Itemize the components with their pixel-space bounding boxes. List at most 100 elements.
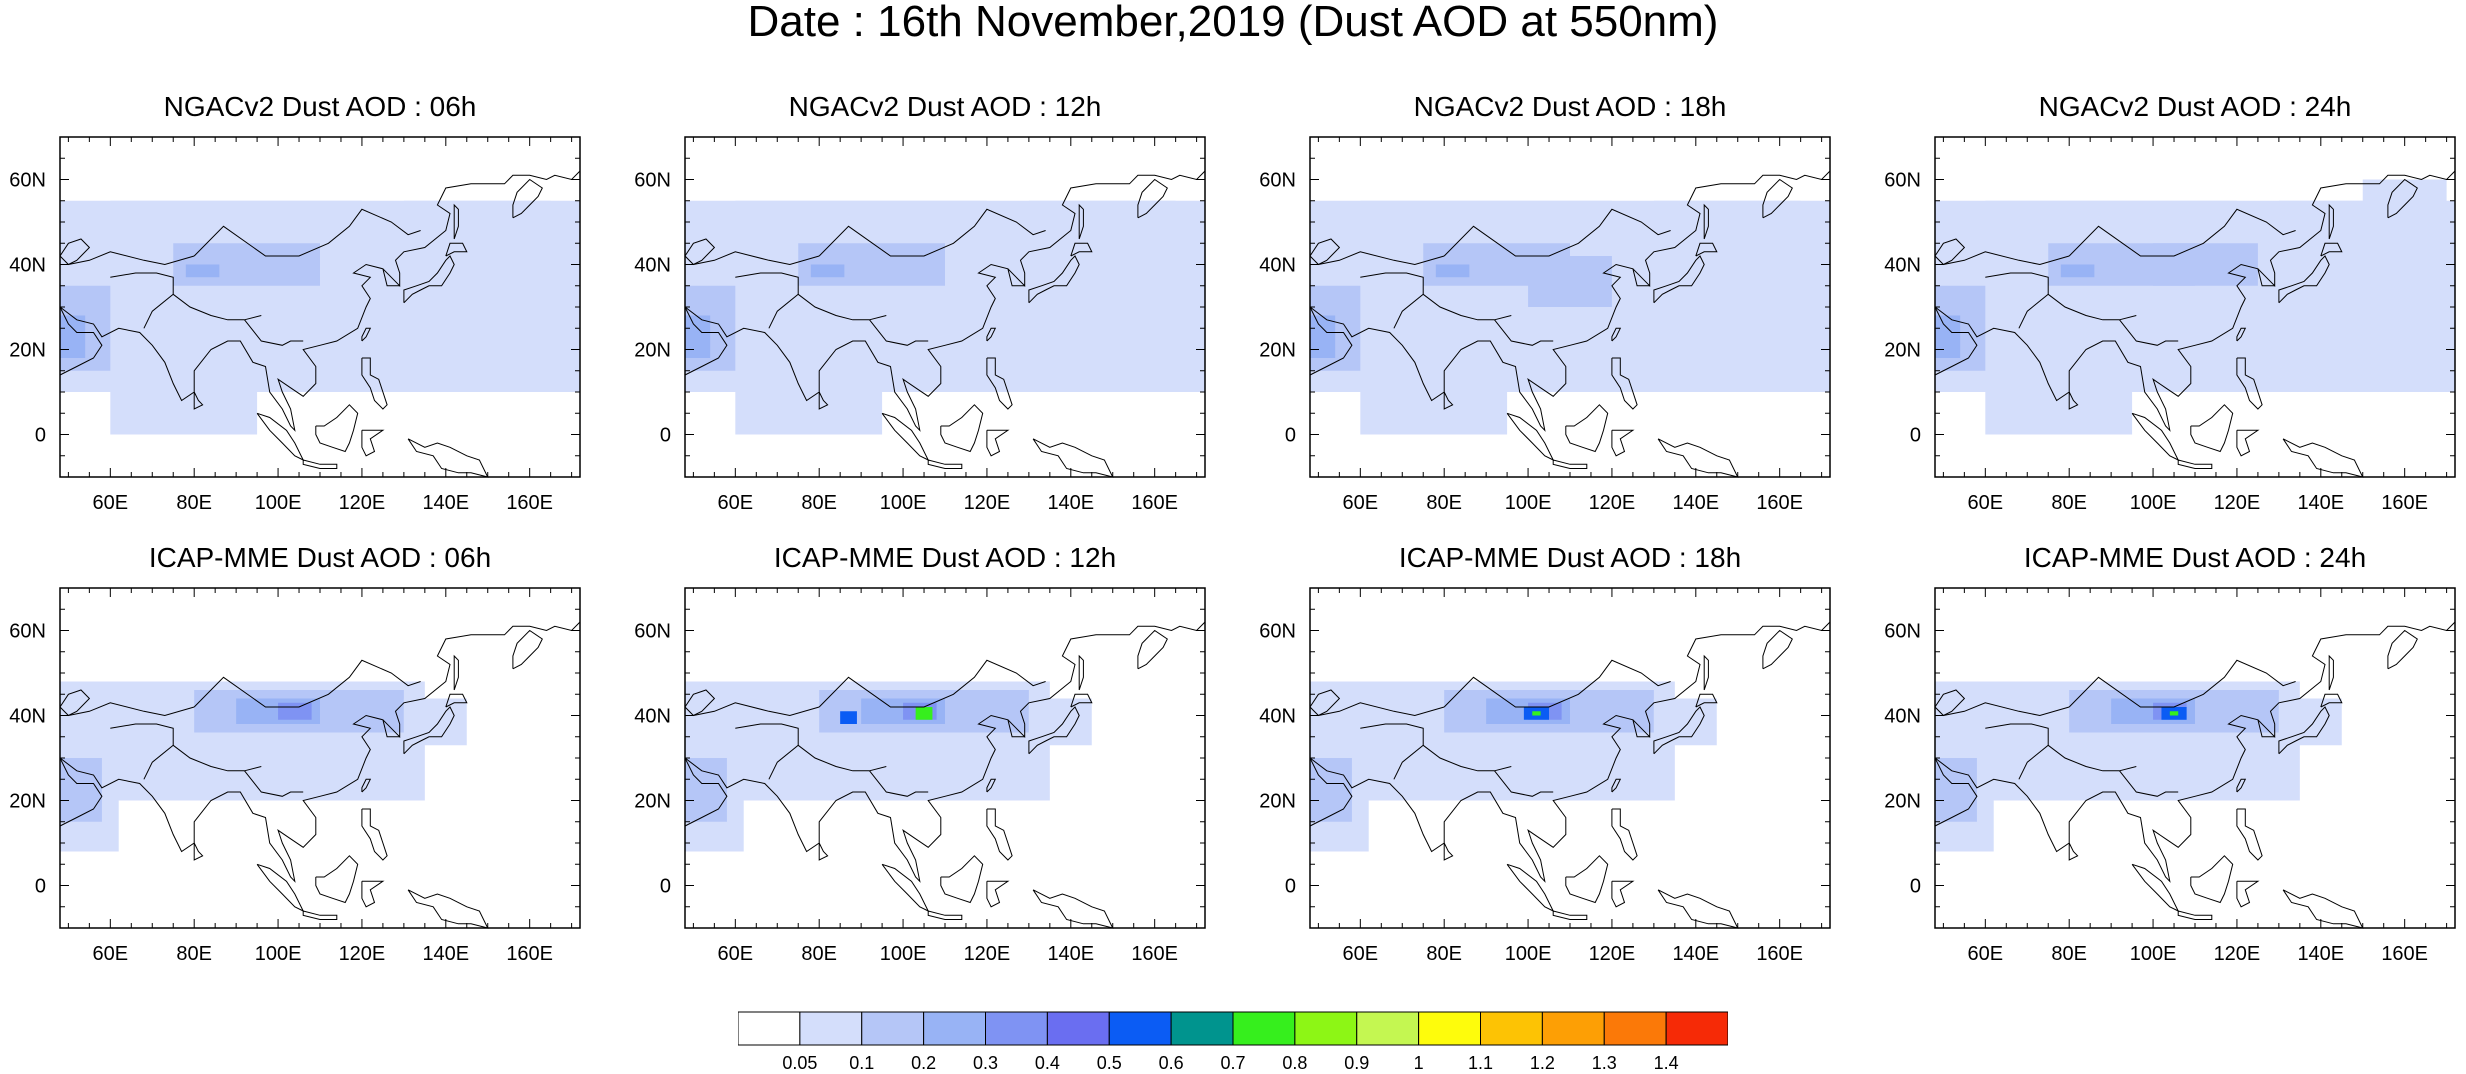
coastline (693, 702, 820, 717)
colorbar-swatch (1665, 1011, 1729, 1046)
panel-title: ICAP-MME Dust AOD : 18h (1398, 542, 1742, 573)
dust-cell (1653, 200, 1801, 307)
lat-tick-label: 40N (1884, 255, 1921, 277)
colorbar-label: 1.4 (1653, 1053, 1679, 1073)
coastline (797, 293, 887, 321)
coastline (1611, 357, 1638, 410)
coastline (1934, 757, 1978, 827)
coastline (1309, 306, 1353, 376)
lon-tick-label: 100E (880, 492, 927, 514)
lat-tick-label: 20N (1259, 791, 1296, 813)
coastline (986, 327, 997, 342)
coastline (2177, 910, 2213, 920)
lat-tick-label: 40N (1259, 255, 1296, 277)
coastline (2068, 208, 2296, 257)
lon-tick-label: 60E (1343, 492, 1379, 514)
coastlines (59, 621, 581, 929)
coastline (59, 170, 581, 432)
coastline (818, 659, 1046, 708)
dust-aod-map: 60E 80E 100E 120E 140E 160E 60N 40N 20N 0 (634, 587, 1206, 965)
coastline (927, 459, 963, 469)
lat-tick-label: 0 (1910, 876, 1921, 898)
dust-field (1935, 681, 2342, 852)
coastline (1078, 654, 1084, 691)
lat-tick-label: 20N (1259, 340, 1296, 362)
colorbar-swatch (923, 1011, 986, 1046)
lon-tick-label: 80E (801, 943, 837, 965)
colorbar-swatch (737, 1011, 801, 1046)
coastline (684, 757, 728, 827)
coastline (361, 778, 372, 793)
map-panel: 60E 80E 100E 120E 140E 160E 60N 40N 20N 0 (1884, 587, 2456, 965)
lat-tick-label: 60N (1884, 170, 1921, 192)
coastline (2190, 404, 2234, 453)
coastline (986, 357, 1013, 410)
coastline (1309, 621, 1831, 883)
lat-tick-label: 60N (634, 621, 671, 643)
lat-tick-label: 0 (35, 876, 46, 898)
dust-field (60, 681, 467, 852)
lon-tick-label: 80E (2051, 492, 2087, 514)
map-panel: 60E 80E 100E 120E 140E 160E 60N 40N 20N 0 (634, 136, 1206, 514)
lat-tick-label: 40N (9, 255, 46, 277)
coastline (1506, 863, 1555, 913)
coastline (2190, 855, 2234, 904)
colorbar-swatch (1294, 1011, 1358, 1046)
coastline (986, 778, 997, 793)
coastline (735, 723, 799, 780)
coastline (2236, 808, 2263, 861)
dust-aod-map: 60E 80E 100E 120E 140E 160E 60N 40N 20N 0 (634, 136, 1206, 514)
coastline (361, 808, 388, 861)
coastline (1007, 719, 1025, 738)
coastline (2257, 719, 2275, 738)
coastline (361, 880, 385, 908)
coastline (1552, 459, 1588, 469)
coastline (1506, 412, 1555, 462)
colorbar-swatch (1418, 1011, 1481, 1046)
coastline (512, 629, 543, 670)
panel-title: NGACv2 Dust AOD : 06h (163, 91, 477, 122)
map-panel: 60E 80E 100E 120E 140E 160E 60N 40N 20N 0 (1259, 587, 1831, 965)
coastline (59, 757, 103, 827)
colorbar-label: 0.8 (1282, 1053, 1308, 1073)
dust-field (1935, 179, 2455, 435)
lat-tick-label: 40N (634, 706, 671, 728)
lon-tick-label: 80E (176, 943, 212, 965)
coastline (1318, 702, 1445, 717)
lon-tick-label: 140E (422, 492, 469, 514)
dust-cell (685, 315, 711, 358)
colorbar-swatch (1480, 1011, 1543, 1046)
colorbar-label: 1 (1413, 1053, 1424, 1073)
lon-tick-label: 100E (2130, 943, 2177, 965)
lat-tick-label: 20N (1884, 340, 1921, 362)
coastline (1703, 203, 1709, 240)
coastline (2131, 863, 2180, 913)
lat-tick-label: 20N (9, 791, 46, 813)
lon-tick-label: 120E (2214, 943, 2261, 965)
panel-title: ICAP-MME Dust AOD : 24h (2023, 542, 2367, 573)
lat-tick-label: 20N (634, 340, 671, 362)
coastline (2119, 319, 2179, 346)
coastline (361, 327, 372, 342)
colorbar-swatch (1046, 1011, 1110, 1046)
coastline (1032, 889, 1114, 929)
dust-field (685, 681, 1092, 852)
coastline (693, 251, 820, 266)
dust-aod-map: 60E 80E 100E 120E 140E 160E 60N 40N 20N 0 (9, 587, 581, 965)
dust-cell (735, 307, 883, 435)
coastline (2328, 654, 2334, 691)
colorbar-label: 0.4 (1034, 1053, 1060, 1073)
coastline (1934, 306, 1978, 376)
coastline (1611, 327, 1622, 342)
lon-tick-label: 160E (1756, 943, 1803, 965)
lat-tick-label: 60N (634, 170, 671, 192)
coastline (2131, 412, 2180, 462)
dust-cell (110, 307, 258, 435)
map-panel: 60E 80E 100E 120E 140E 160E 60N 40N 20N 0 (1884, 136, 2456, 514)
lon-tick-label: 140E (1047, 943, 1094, 965)
coastline (1657, 438, 1739, 478)
coastline (818, 391, 829, 410)
map-panel: 60E 80E 100E 120E 140E 160E 60N 40N 20N 0 (634, 587, 1206, 965)
coastline (1762, 178, 1793, 219)
lon-tick-label: 80E (1426, 943, 1462, 965)
